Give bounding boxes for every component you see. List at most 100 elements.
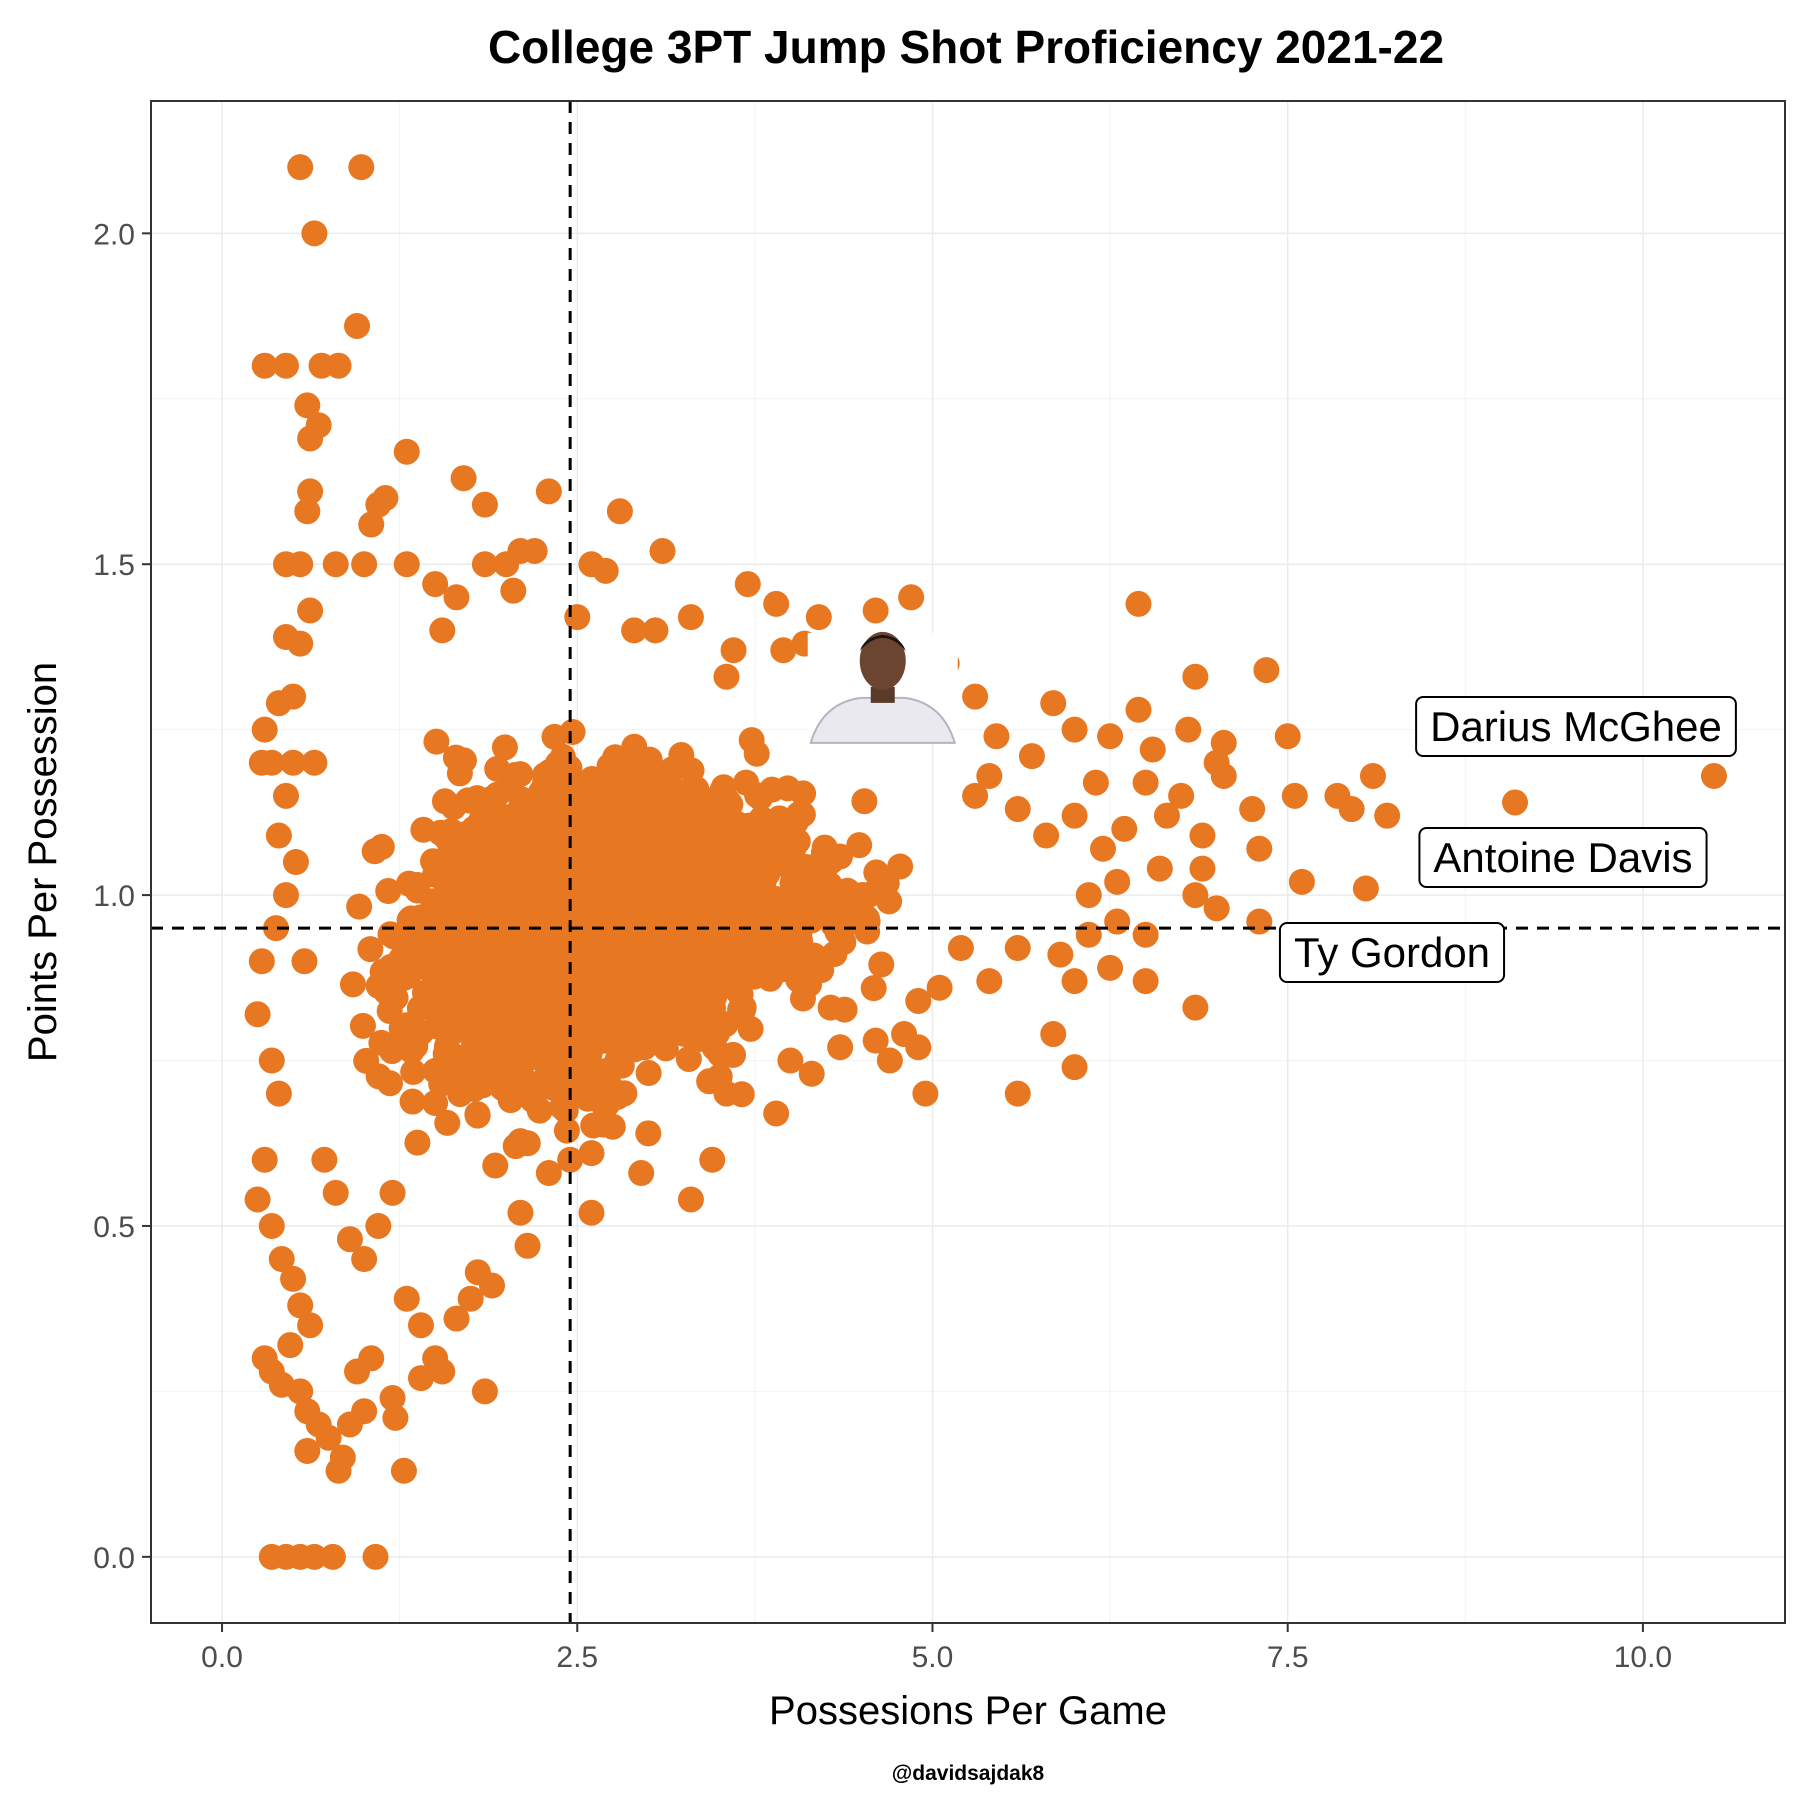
data-point [287,154,314,181]
data-point [294,392,321,419]
data-point [315,1424,342,1451]
data-point [457,1285,484,1312]
data-point [280,749,307,776]
data-point [564,604,591,631]
data-point [677,834,704,861]
data-point [553,1117,580,1144]
data-point [294,1437,321,1464]
data-point [1061,968,1088,995]
data-point [1246,908,1273,935]
annotation-text: Darius McGhee [1430,703,1722,750]
data-point [472,953,499,980]
y-tick-label: 1.5 [93,549,135,582]
data-point [263,915,290,942]
annotation-label: Darius McGhee [1415,696,1737,757]
data-point [1502,789,1529,816]
data-point [718,962,745,989]
data-point [447,857,474,884]
data-point [272,352,299,379]
annotation-box [1415,696,1737,757]
data-point [297,1312,324,1339]
data-point [268,1246,295,1273]
data-point [541,723,568,750]
data-point [629,812,656,839]
data-point [720,637,747,664]
data-point [1146,855,1173,882]
data-point [513,1003,540,1030]
data-point [524,918,551,945]
data-point [1004,935,1031,962]
reference-lines [151,101,1785,1623]
data-point [258,749,285,776]
data-point [512,956,539,983]
data-point [653,886,680,913]
data-point [700,994,727,1021]
data-point [1132,968,1159,995]
data-point [301,220,328,247]
data-point [1274,723,1301,750]
data-point [581,975,608,1002]
data-point [779,859,806,886]
data-point [1182,663,1209,690]
data-point [375,878,402,905]
data-point [357,936,384,963]
data-point [348,154,375,181]
data-point [379,1179,406,1206]
data-point [656,817,683,844]
data-point [499,1022,526,1049]
data-point [1111,815,1138,842]
data-point [1004,796,1031,823]
data-point [713,1080,740,1107]
data-point [297,597,324,624]
data-point [741,963,768,990]
data-point [514,1130,541,1157]
data-point [876,1047,903,1074]
data-point [287,1292,314,1319]
data-point [282,849,309,875]
data-point [677,604,704,631]
data-point [827,1034,854,1061]
data-point [406,995,433,1022]
data-point [1018,743,1045,770]
data-point [1246,835,1273,862]
data-point [635,1060,662,1087]
data-point [619,786,646,813]
data-point [476,1004,503,1031]
data-point [831,996,858,1023]
data-point [445,968,472,995]
data-point [579,897,606,924]
data-point [789,801,816,828]
data-point [258,1047,285,1074]
data-point [862,1027,889,1054]
data-point [650,966,677,993]
y-tick-label: 0.5 [93,1211,135,1244]
x-axis: 0.0 2.5 5.0 7.5 10.0 [201,1623,1672,1674]
data-point [586,949,613,976]
data-point [983,723,1010,750]
data-point [301,1543,328,1570]
data-point [1089,835,1116,862]
data-point [1104,908,1131,935]
annotation-box [1278,922,1506,983]
data-point [1352,875,1379,902]
data-point [265,822,292,849]
data-point [1097,723,1124,750]
data-point [500,577,527,604]
data-point [535,478,562,505]
y-tick-label: 2.0 [93,218,135,251]
data-point [1139,736,1166,763]
data-point [898,584,925,611]
data-point [1132,769,1159,796]
data-point [1075,882,1102,909]
annotation-label: Ty Gordon [1278,922,1506,983]
data-point [594,1090,621,1117]
data-point [728,999,755,1026]
data-point [464,1101,491,1128]
data-point [621,733,648,760]
data-point [272,782,299,809]
data-point [912,1080,939,1107]
data-point [521,537,548,564]
data-point [417,952,444,979]
data-point [258,1212,285,1239]
data-point [351,1398,378,1425]
